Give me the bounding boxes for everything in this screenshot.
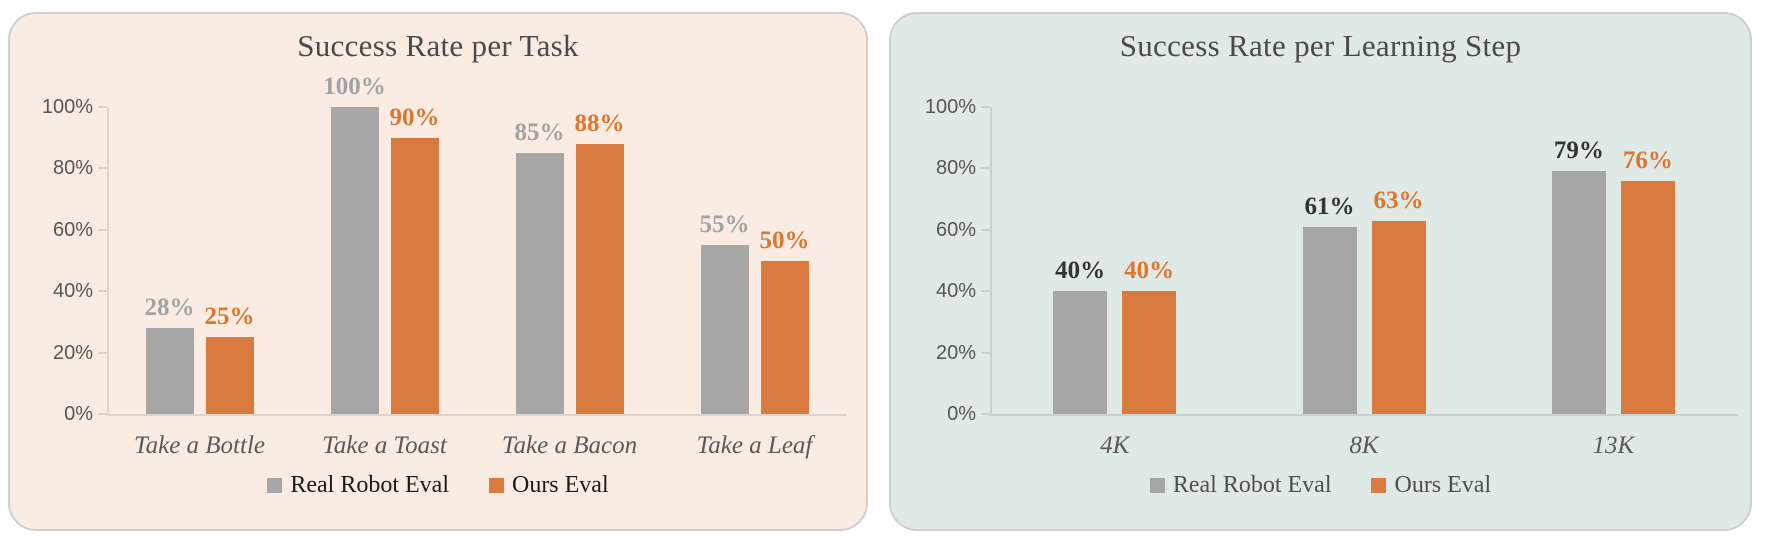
y-axis-tick — [98, 106, 107, 108]
legend-label-real-robot-eval: Real Robot Eval — [1172, 472, 1332, 498]
bar-real-robot-eval — [700, 245, 749, 414]
y-axis-tick-label: 60% — [52, 218, 93, 241]
y-axis-tick — [981, 413, 990, 415]
y-axis-tick — [98, 167, 107, 170]
y-axis-line — [990, 107, 992, 414]
y-axis-tick-label: 80% — [935, 157, 976, 180]
bar-value-label-ours-eval: 63% — [1373, 186, 1424, 214]
bar-ours-eval — [760, 260, 809, 414]
bar-value-label-ours-eval: 25% — [204, 303, 255, 331]
bar-value-label-ours-eval: 88% — [574, 109, 625, 137]
y-axis-tick-label: 40% — [935, 280, 976, 303]
y-axis-tick — [98, 290, 107, 293]
bar-ours-eval — [205, 337, 254, 414]
y-axis-tick — [98, 413, 107, 415]
legend-swatch-real-robot-eval — [267, 477, 283, 493]
panel-success-rate-per-task: Success Rate per Task 0% 20% 40% 60% 80% 100%… — [8, 12, 868, 531]
bar-ours-eval — [1371, 220, 1426, 414]
legend-swatch-real-robot-eval — [1149, 477, 1165, 493]
y-axis-line — [107, 107, 109, 414]
bar-real-robot-eval — [1551, 171, 1606, 414]
chart-title-learning-step: Success Rate per Learning Step — [1119, 28, 1522, 63]
legend-item-real-robot-eval: Real Robot Eval — [1149, 472, 1332, 498]
y-axis-tick — [981, 167, 990, 170]
category-label: 13K — [1592, 432, 1635, 459]
bar-value-label-real-robot-eval: 55% — [699, 211, 750, 239]
y-axis-tick — [981, 228, 990, 231]
x-axis-line — [989, 414, 1738, 416]
category-label: Take a Bottle — [133, 432, 265, 459]
y-axis-tick — [981, 290, 990, 293]
bar-ours-eval — [1122, 291, 1177, 414]
bar-real-robot-eval — [515, 153, 564, 414]
plot-area-learning-step: 0% 20% 40% 60% 80% 100% 40% 40% 4K 61% 63% 8K 79% 76%… — [925, 96, 1738, 459]
y-axis-tick-label: 60% — [935, 218, 976, 241]
legend-item-ours-eval: Ours Eval — [1371, 472, 1491, 498]
legend-item-ours-eval: Ours Eval — [488, 472, 609, 498]
legend-item-real-robot-eval: Real Robot Eval — [267, 472, 449, 498]
bar-real-robot-eval — [1053, 291, 1108, 414]
x-axis-line — [106, 414, 847, 416]
legend-swatch-ours-eval — [488, 477, 504, 493]
bar-real-robot-eval — [330, 107, 379, 414]
bar-value-label-ours-eval: 90% — [389, 103, 440, 131]
legend-label-real-robot-eval: Real Robot Eval — [290, 472, 449, 498]
category-label: Take a Toast — [322, 432, 447, 459]
legend-learning-step: Real Robot Eval Ours Eval — [891, 472, 1750, 498]
category-label: Take a Bacon — [501, 432, 638, 459]
bar-value-label-ours-eval: 40% — [1124, 257, 1175, 285]
bar-ours-eval — [390, 137, 439, 414]
y-axis-tick-label: 20% — [935, 341, 976, 364]
chart-title-task: Success Rate per Task — [297, 28, 579, 63]
bar-value-label-ours-eval: 76% — [1622, 146, 1673, 174]
bar-real-robot-eval — [145, 328, 194, 414]
y-axis-tick-label: 20% — [52, 341, 93, 364]
y-axis-tick — [981, 106, 990, 108]
y-axis-tick-label: 100% — [41, 96, 93, 118]
plot-area-task: 0% 20% 40% 60% 80% 100% 28% 25% Take a Bottle 100… — [42, 74, 847, 459]
y-axis-tick-label: 0% — [64, 403, 93, 425]
y-axis-tick — [98, 228, 107, 231]
bar-ours-eval — [1620, 180, 1675, 414]
category-label: 4K — [1100, 432, 1130, 459]
legend-label-ours-eval: Ours Eval — [511, 472, 609, 498]
bar-real-robot-eval — [1302, 226, 1357, 414]
y-axis-tick — [98, 351, 107, 354]
category-label: 8K — [1349, 432, 1379, 459]
y-axis-tick-label: 0% — [947, 403, 976, 425]
category-label: Take a Leaf — [696, 432, 813, 459]
panel-success-rate-per-learning-step: Success Rate per Learning Step 0% 20% 40% 6… — [889, 12, 1752, 531]
y-axis-tick-label: 40% — [52, 280, 93, 303]
bar-value-label-real-robot-eval: 28% — [144, 294, 195, 322]
legend-task: Real Robot Eval Ours Eval — [10, 472, 866, 498]
bar-value-label-real-robot-eval: 79% — [1553, 137, 1604, 165]
y-axis-tick-label: 100% — [924, 96, 976, 118]
bar-value-label-real-robot-eval: 85% — [514, 119, 565, 147]
y-axis-tick-label: 80% — [52, 157, 93, 180]
bar-value-label-real-robot-eval: 61% — [1304, 192, 1355, 220]
legend-label-ours-eval: Ours Eval — [1394, 472, 1492, 498]
bar-value-label-real-robot-eval: 40% — [1055, 257, 1106, 285]
bar-value-label-ours-eval: 50% — [759, 226, 810, 254]
legend-swatch-ours-eval — [1371, 477, 1387, 493]
y-axis-tick — [981, 351, 990, 354]
bar-ours-eval — [575, 143, 624, 414]
bar-value-label-real-robot-eval: 100% — [323, 73, 386, 100]
